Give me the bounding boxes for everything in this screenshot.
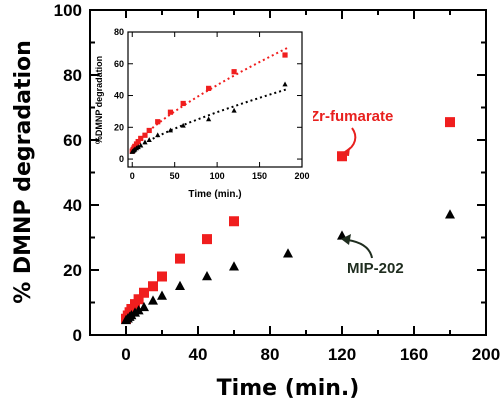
inset-red-square-point: [282, 52, 288, 58]
inset-black-triangle-point: [135, 144, 141, 150]
inset-red-square-point: [138, 135, 144, 142]
black-triangle-point: [133, 305, 144, 315]
main-x-axis-label: Time (min.): [217, 376, 360, 401]
black-triangle-point: [148, 295, 158, 305]
red-square-point: [175, 253, 185, 264]
black-triangle-point: [139, 301, 149, 312]
inset-black-triangle-point: [167, 127, 174, 133]
y-tick-label: 80: [114, 27, 124, 37]
black-triangle-point: [175, 280, 185, 290]
y-tick-label: 60: [63, 131, 82, 150]
x-tick-label: 200: [294, 171, 309, 181]
main-y-axis-label: % DMNP degradation: [11, 40, 36, 304]
inset-red-square-point: [142, 132, 148, 138]
y-tick-label: 40: [114, 91, 124, 101]
black-triangle-point: [283, 248, 293, 258]
red-square-point: [229, 216, 239, 227]
inset-plot-frame: [127, 31, 303, 168]
red-square-point: [148, 281, 158, 292]
inset-tick-group: 0 50 100 150 200 0 20 40 60 80: [114, 27, 310, 181]
y-tick-label: 100: [54, 1, 82, 20]
black-triangle-point: [157, 290, 167, 300]
inset-x-axis-label: Time (min.): [188, 189, 241, 200]
inset-red-square-point: [167, 109, 174, 115]
inset-black-triangle-point: [282, 81, 288, 87]
zr-fumarate-arrowhead: [340, 147, 350, 156]
inset-red-square-point: [155, 119, 161, 125]
x-tick-label: 0: [121, 345, 130, 364]
zr-fumarate-arrow: [344, 127, 357, 153]
red-square-point: [133, 294, 144, 305]
red-square-point: [337, 151, 347, 162]
y-tick-label: 20: [63, 261, 82, 280]
mip-202-arrowhead: [341, 234, 351, 245]
inset-black-triangle-point: [142, 139, 148, 145]
x-tick-label: 150: [252, 171, 267, 181]
inset-black-triangle-point: [180, 122, 186, 128]
x-tick-label: 0: [130, 171, 135, 181]
y-tick-label: 0: [119, 154, 124, 164]
inset-red-square-point: [135, 138, 141, 145]
y-tick-label: 0: [73, 326, 82, 345]
y-tick-label: 80: [63, 66, 82, 85]
inset-red-square-point: [206, 85, 212, 91]
x-tick-label: 100: [210, 171, 225, 181]
inset-black-triangle-point: [155, 132, 161, 138]
inset-black-triangle-point: [231, 107, 237, 113]
x-tick-label: 160: [400, 345, 428, 364]
black-triangle-point: [202, 271, 212, 281]
inset-black-triangle-point: [146, 137, 152, 142]
inset-red-square-point: [180, 100, 186, 107]
x-tick-label: 50: [170, 171, 180, 181]
x-tick-label: 80: [261, 345, 280, 364]
black-triangle-point: [229, 261, 239, 271]
mip-202-arrow: [347, 239, 373, 259]
red-square-point: [445, 117, 455, 128]
x-tick-label: 40: [189, 345, 208, 364]
mip-202-annotation: MIP-202: [347, 260, 404, 277]
red-square-point: [139, 287, 149, 298]
inset-background: [115, 18, 313, 203]
inset-black-triangle-point: [206, 116, 212, 122]
black-triangle-point: [445, 209, 455, 219]
x-tick-label: 120: [328, 345, 356, 364]
inset-y-axis-label: %DMNP degradation: [94, 56, 104, 144]
y-tick-label: 20: [114, 122, 124, 132]
main-series-mip-202: [121, 209, 455, 325]
y-tick-label: 40: [63, 196, 82, 215]
zr-fumarate-annotation: Zr-fumarate: [310, 108, 393, 125]
y-tick-label: 60: [114, 59, 124, 69]
red-square-point: [157, 271, 167, 282]
inset-red-square-point: [146, 127, 152, 134]
inset-red-square-point: [231, 69, 237, 75]
inset-black-triangle-point: [138, 142, 144, 148]
x-tick-label: 200: [472, 345, 500, 364]
inset-series-mip-202: [129, 81, 288, 154]
red-square-point: [202, 234, 212, 245]
